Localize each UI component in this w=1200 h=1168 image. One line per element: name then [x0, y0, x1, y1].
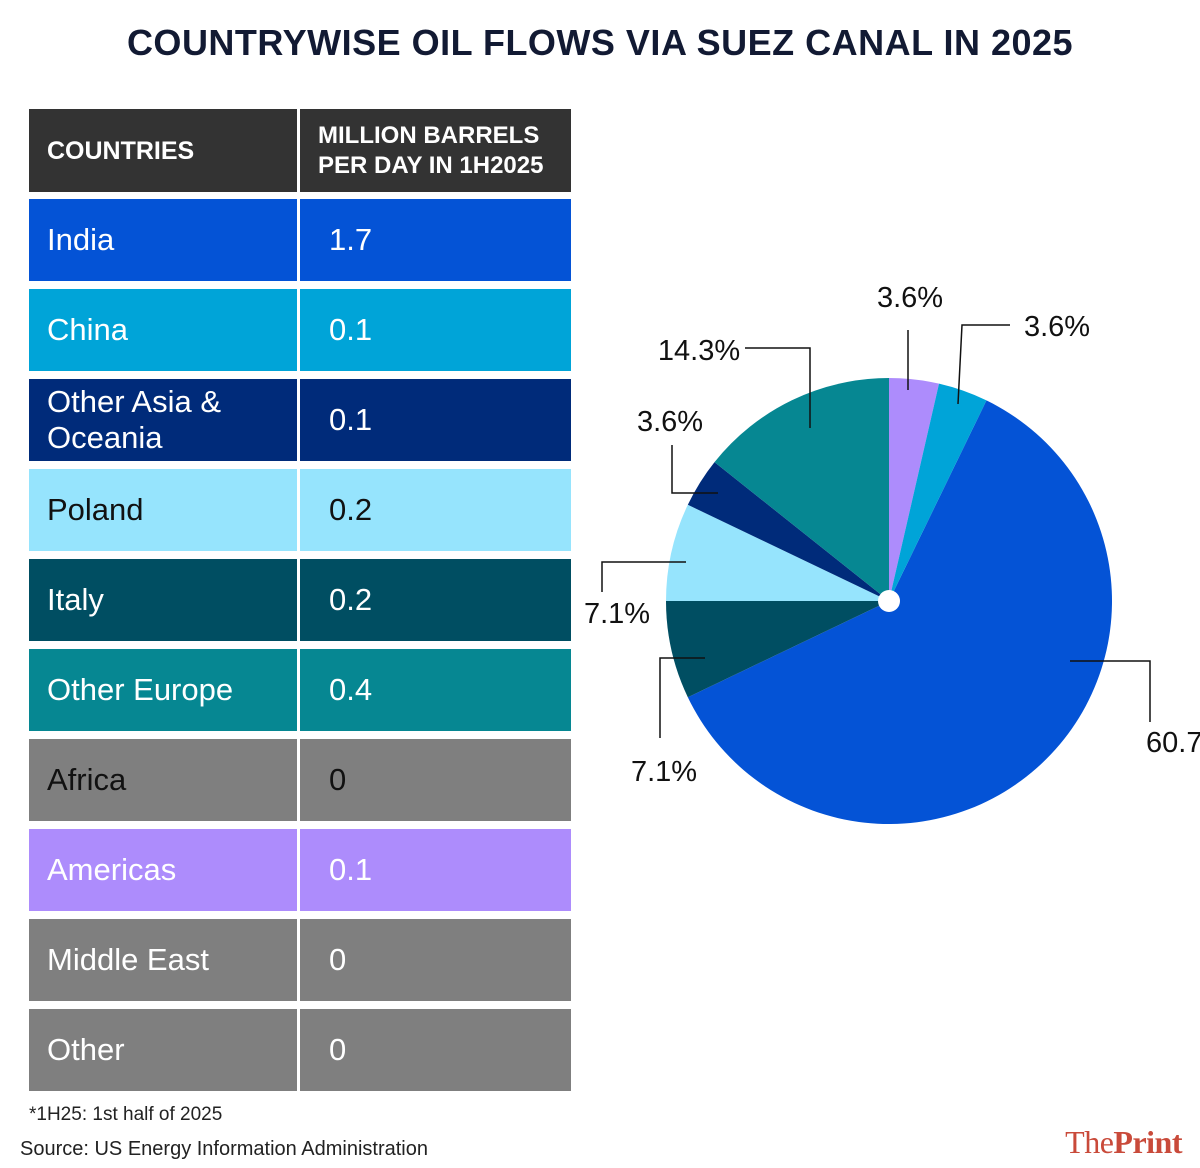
slice-percent-label: 3.6% — [1024, 311, 1090, 343]
row-value: 0 — [300, 1009, 571, 1091]
table-header-row: COUNTRIES MILLION BARRELS PER DAY IN 1H2… — [29, 109, 571, 192]
row-value: 0.4 — [300, 649, 571, 731]
header-value-line2: PER DAY IN 1H2025 — [318, 151, 544, 179]
slice-percent-label: 14.3% — [658, 335, 740, 367]
table-row: Middle East 0 — [29, 919, 571, 1001]
leader-line — [957, 324, 1010, 405]
row-country: India — [29, 199, 297, 281]
brand-logo-part2: Print — [1113, 1124, 1182, 1160]
row-country: Other — [29, 1009, 297, 1091]
row-value: 0.2 — [300, 469, 571, 551]
leader-line — [601, 561, 686, 592]
leader-line — [659, 657, 705, 738]
row-value: 0 — [300, 919, 571, 1001]
leader-line — [671, 445, 718, 494]
table-row: Poland 0.2 — [29, 469, 571, 551]
pie-slice-other-asia-oceania — [687, 462, 889, 601]
table-row: China 0.1 — [29, 289, 571, 371]
table-row: Africa 0 — [29, 739, 571, 821]
table-row: Other Europe 0.4 — [29, 649, 571, 731]
row-country: Italy — [29, 559, 297, 641]
row-country: Africa — [29, 739, 297, 821]
pie-slice-italy — [666, 601, 889, 698]
flows-table: COUNTRIES MILLION BARRELS PER DAY IN 1H2… — [29, 109, 571, 1099]
header-value-line1: MILLION BARRELS — [318, 121, 540, 149]
row-value: 0.1 — [300, 379, 571, 461]
row-value: 0 — [300, 739, 571, 821]
table-row: Other Asia & Oceania 0.1 — [29, 379, 571, 461]
table-row: India 1.7 — [29, 199, 571, 281]
row-country: Other Asia & Oceania — [29, 379, 297, 461]
row-country: Americas — [29, 829, 297, 911]
pie-slice-americas — [889, 378, 940, 601]
header-countries: COUNTRIES — [29, 109, 297, 192]
row-value: 0.1 — [300, 289, 571, 371]
row-value: 1.7 — [300, 199, 571, 281]
row-country: China — [29, 289, 297, 371]
brand-logo: ThePrint — [1065, 1124, 1182, 1161]
leader-line — [745, 347, 811, 428]
row-value: 0.1 — [300, 829, 571, 911]
pie-slice-other-europe — [714, 378, 889, 601]
slice-percent-label: 7.1% — [631, 756, 697, 788]
row-country: Other Europe — [29, 649, 297, 731]
leader-line — [1070, 660, 1151, 722]
pie-slice-china — [889, 383, 987, 601]
source-note: Source: US Energy Information Administra… — [20, 1138, 428, 1160]
brand-logo-part1: The — [1065, 1124, 1114, 1160]
chart-title: COUNTRYWISE OIL FLOWS VIA SUEZ CANAL IN … — [126, 22, 1074, 63]
table-row: Italy 0.2 — [29, 559, 571, 641]
slice-percent-label: 7.1% — [584, 598, 650, 630]
row-country: Middle East — [29, 919, 297, 1001]
table-row: Other 0 — [29, 1009, 571, 1091]
pie-slice-poland — [666, 504, 889, 601]
slice-percent-label: 60.7% — [1146, 727, 1200, 759]
row-country: Poland — [29, 469, 297, 551]
table-row: Americas 0.1 — [29, 829, 571, 911]
header-value: MILLION BARRELS PER DAY IN 1H2025 — [300, 109, 571, 192]
footnote: *1H25: 1st half of 2025 — [29, 1104, 223, 1125]
slice-percent-label: 3.6% — [877, 282, 943, 314]
pie-slice-india — [687, 400, 1112, 824]
pie-center-dot — [878, 590, 900, 612]
slice-percent-label: 3.6% — [637, 406, 703, 438]
row-value: 0.2 — [300, 559, 571, 641]
